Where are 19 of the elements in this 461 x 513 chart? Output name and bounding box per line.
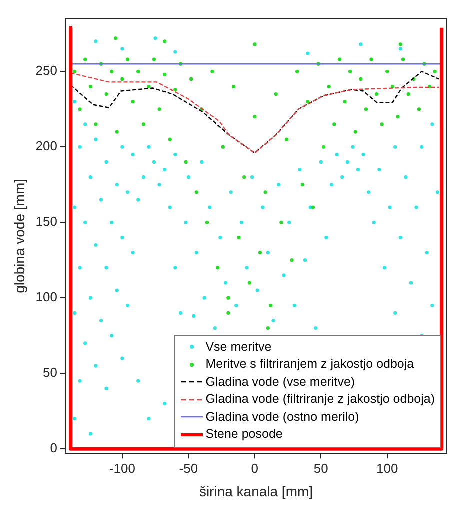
legend-label: Gladina vode (filtriranje z jakostjo odboja) [206, 391, 435, 408]
y-tick-label: 50 [43, 365, 58, 380]
y-tick-label: 200 [36, 138, 58, 154]
x-tick-label: 0 [251, 460, 259, 476]
x-tick-label: 50 [314, 460, 328, 476]
x-tick-label: -50 [179, 460, 198, 476]
y-tick-label: 150 [36, 214, 58, 230]
x-tick-label: 100 [376, 460, 398, 476]
legend-label: Gladina vode (ostno merilo) [206, 408, 360, 426]
y-tick-label: 0 [50, 440, 58, 456]
legend-label: Vse meritve [206, 338, 272, 356]
y-tick-label: 250 [36, 63, 58, 78]
y-axis-title: globina vode [mm] [11, 178, 28, 294]
legend-label: Stene posode [206, 426, 283, 444]
y-tick-label: 100 [36, 290, 58, 305]
legend-label: Meritve s filtriranjem z jakostjo odboja [206, 356, 414, 374]
legend-label: Gladina vode (vse meritve) [206, 374, 356, 391]
x-tick-label: -100 [109, 460, 136, 476]
x-axis-title: širina kanala [mm] [199, 483, 314, 500]
